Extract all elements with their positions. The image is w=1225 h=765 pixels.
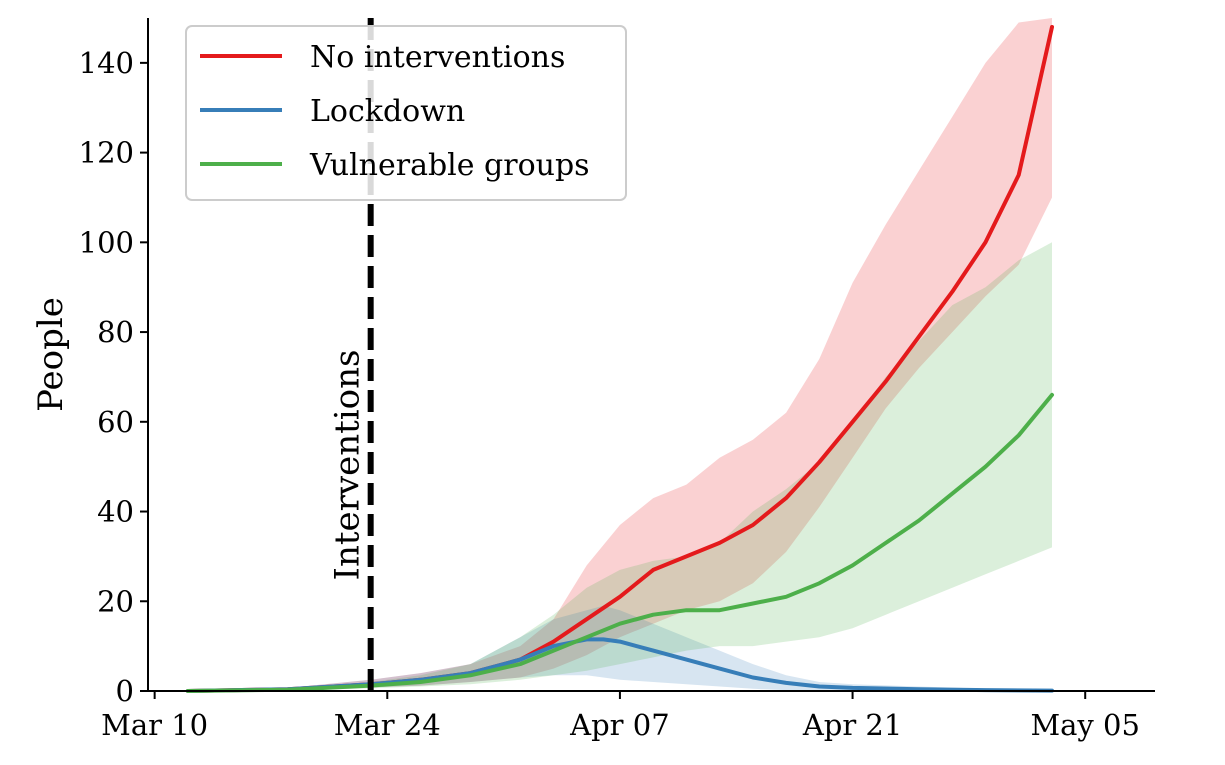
- axes: 0 20 40 60 80 100 120 140 Mar 10 Mar 24 Apr 07 Apr…: [31, 18, 1155, 742]
- y-tick-label: 20: [97, 584, 134, 618]
- y-tick-label: 140: [79, 46, 134, 80]
- no-interventions-band: [187, 18, 1052, 691]
- y-tick-label: 100: [79, 225, 134, 259]
- x-ticks: Mar 10 Mar 24 Apr 07 Apr 21 May 05: [101, 691, 1140, 742]
- legend-label-lockdown: Lockdown: [310, 94, 465, 129]
- confidence-bands: [187, 18, 1052, 692]
- x-tick-label: Mar 10: [101, 708, 208, 742]
- x-tick-label: Apr 07: [569, 708, 670, 742]
- legend: No interventions Lockdown Vulnerable group…: [185, 25, 627, 201]
- legend-box: [185, 25, 627, 201]
- series-lines: [185, 25, 1054, 693]
- interventions-label: Interventions: [328, 350, 368, 581]
- lockdown-line: [185, 637, 1054, 693]
- y-tick-label: 40: [97, 495, 134, 529]
- y-ticks: 0 20 40 60 80 100 120 140: [79, 46, 148, 708]
- x-tick-label: Mar 24: [334, 708, 441, 742]
- x-tick-label: Apr 21: [802, 708, 903, 742]
- lockdown-band: [187, 605, 1052, 691]
- y-tick-label: 80: [97, 315, 134, 349]
- y-tick-label: 60: [97, 405, 134, 439]
- legend-label-no-interventions: No interventions: [310, 40, 565, 75]
- vulnerable-groups-band: [187, 242, 1052, 692]
- legend-label-vulnerable-groups: Vulnerable groups: [309, 148, 590, 183]
- x-tick-label: May 05: [1030, 708, 1140, 742]
- y-tick-label: 120: [79, 136, 134, 170]
- vulnerable-groups-line: [185, 392, 1054, 693]
- y-tick-label: 0: [116, 674, 134, 708]
- y-axis-label: People: [31, 297, 71, 412]
